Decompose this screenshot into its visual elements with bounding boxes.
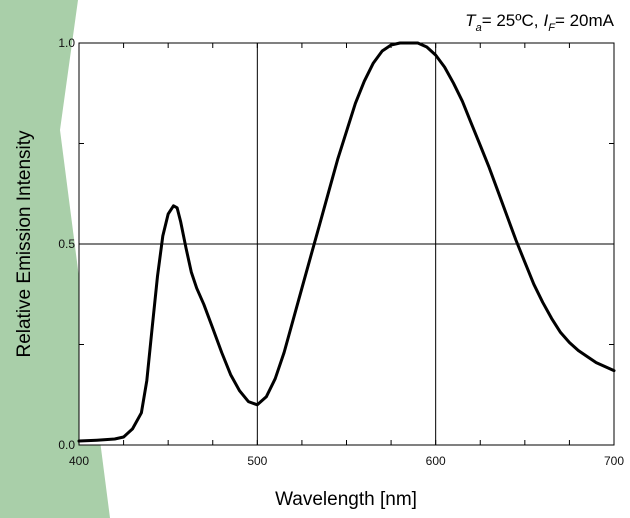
x-tick-label: 700	[604, 454, 624, 468]
y-axis-title: Relative Emission Intensity	[14, 130, 35, 358]
condition-label: Ta= 25ºC, IF= 20mA	[465, 11, 614, 34]
grid	[79, 43, 614, 445]
x-tick-label: 500	[247, 454, 267, 468]
emission-spectrum-line	[77, 41, 616, 443]
x-tick-label: 600	[426, 454, 446, 468]
x-tick-label: 400	[69, 454, 89, 468]
x-tick-labels: 400 500 600 700	[69, 454, 624, 468]
y-tick-label: 0.5	[58, 237, 75, 251]
ta-symbol: T	[465, 11, 477, 30]
ta-value: = 25ºC,	[482, 11, 539, 30]
plot-frame	[78, 42, 615, 446]
y-tick-labels: 0.0 0.5 1.0	[58, 36, 75, 452]
y-tick-label: 0.0	[58, 438, 75, 452]
if-value: = 20mA	[555, 11, 615, 30]
if-symbol: I	[543, 11, 548, 30]
ta-subscript: a	[476, 22, 482, 34]
x-axis-title: Wavelength [nm]	[275, 489, 417, 510]
y-tick-label: 1.0	[58, 36, 75, 50]
if-subscript: F	[548, 22, 556, 34]
